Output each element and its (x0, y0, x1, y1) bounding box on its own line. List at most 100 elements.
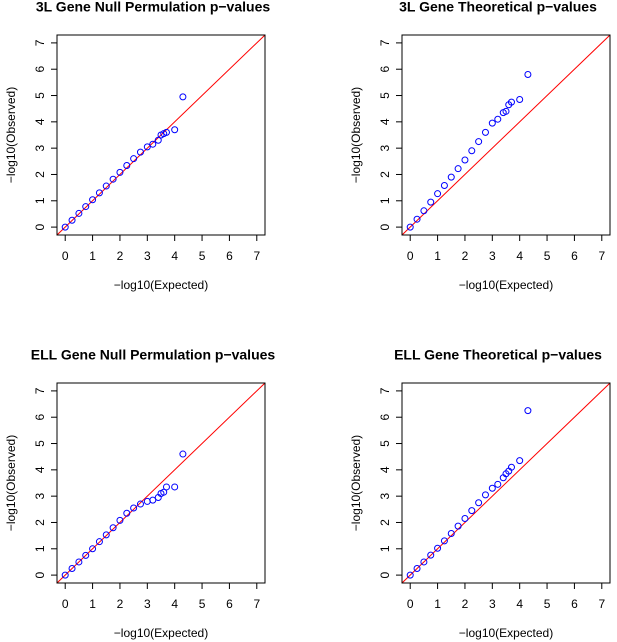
x-tick-label: 3 (144, 597, 151, 611)
y-axis-label: −log10(Observed) (349, 435, 363, 531)
y-axis-label: −log10(Observed) (349, 87, 363, 183)
y-tick-label: 4 (378, 466, 392, 473)
y-tick-label: 2 (378, 519, 392, 526)
x-axis-label: −log10(Expected) (459, 626, 553, 640)
point (130, 155, 138, 163)
y-axis-label: −log10(Observed) (4, 87, 18, 183)
point (109, 175, 117, 183)
point (524, 407, 532, 415)
point (427, 551, 435, 559)
point (75, 558, 83, 566)
point (89, 196, 97, 204)
point (75, 209, 83, 217)
x-tick-label: 2 (117, 249, 124, 263)
y-tick-label: 1 (378, 197, 392, 204)
x-tick-label: 4 (516, 249, 523, 263)
x-tick-label: 4 (516, 597, 523, 611)
x-tick-label: 7 (598, 597, 605, 611)
point (481, 491, 489, 499)
y-tick-label: 6 (378, 66, 392, 73)
reference-line (402, 35, 610, 235)
y-tick-label: 7 (378, 39, 392, 46)
x-axis-label: −log10(Expected) (114, 626, 208, 640)
point (413, 215, 421, 223)
point (130, 504, 138, 512)
x-tick-label: 6 (226, 249, 233, 263)
point (68, 216, 76, 224)
y-tick-label: 1 (33, 197, 47, 204)
x-tick-label: 2 (117, 597, 124, 611)
point (494, 480, 502, 488)
x-tick-label: 6 (571, 249, 578, 263)
point (82, 203, 90, 211)
point (61, 223, 69, 231)
y-axis-label: −log10(Observed) (4, 435, 18, 531)
chart-title: ELL Gene Theoretical p−values (394, 347, 602, 363)
point (420, 558, 428, 566)
plot-box (401, 34, 611, 236)
x-tick-label: 6 (226, 597, 233, 611)
point (109, 524, 117, 532)
point (440, 537, 448, 545)
point (413, 565, 421, 573)
x-tick-label: 3 (144, 249, 151, 263)
y-tick-label: 1 (378, 545, 392, 552)
point (162, 483, 170, 491)
x-tick-label: 0 (407, 249, 414, 263)
y-tick-label: 3 (33, 493, 47, 500)
y-tick-label: 5 (378, 440, 392, 447)
point (102, 182, 110, 190)
y-tick-label: 0 (33, 571, 47, 578)
point (481, 128, 489, 136)
y-tick-label: 0 (378, 223, 392, 230)
point (136, 148, 144, 156)
point (427, 198, 435, 206)
y-tick-label: 5 (378, 92, 392, 99)
y-tick-label: 6 (33, 414, 47, 421)
point (95, 189, 103, 197)
point (434, 190, 442, 198)
point (61, 571, 69, 579)
chart-title: 3L Gene Theoretical p−values (399, 0, 597, 15)
x-tick-label: 0 (407, 597, 414, 611)
y-tick-label: 2 (33, 519, 47, 526)
point (406, 223, 414, 231)
point (454, 165, 462, 173)
point (475, 138, 483, 146)
x-tick-label: 2 (462, 597, 469, 611)
y-tick-label: 7 (33, 387, 47, 394)
point (488, 119, 496, 127)
chart-title: 3L Gene Null Permulation p−values (36, 0, 271, 15)
point (179, 450, 187, 458)
point (116, 168, 124, 176)
point (454, 522, 462, 530)
plot-box (56, 382, 266, 584)
point (95, 538, 103, 546)
x-tick-label: 1 (89, 249, 96, 263)
x-tick-label: 5 (199, 597, 206, 611)
y-tick-label: 5 (33, 440, 47, 447)
x-axis-label: −log10(Expected) (459, 278, 553, 292)
point (123, 509, 131, 517)
point (488, 484, 496, 492)
point (116, 516, 124, 524)
point (434, 544, 442, 552)
x-tick-label: 3 (489, 597, 496, 611)
y-tick-label: 0 (378, 571, 392, 578)
x-tick-label: 4 (171, 249, 178, 263)
point (475, 499, 483, 507)
point (89, 545, 97, 553)
point (68, 565, 76, 573)
point (447, 530, 455, 538)
point (507, 98, 515, 106)
x-tick-label: 3 (489, 249, 496, 263)
y-tick-label: 3 (33, 145, 47, 152)
x-tick-label: 1 (434, 249, 441, 263)
y-tick-label: 6 (33, 66, 47, 73)
point (516, 95, 524, 103)
point (502, 107, 510, 115)
y-tick-label: 5 (33, 92, 47, 99)
y-tick-label: 4 (33, 118, 47, 125)
y-tick-label: 4 (33, 466, 47, 473)
